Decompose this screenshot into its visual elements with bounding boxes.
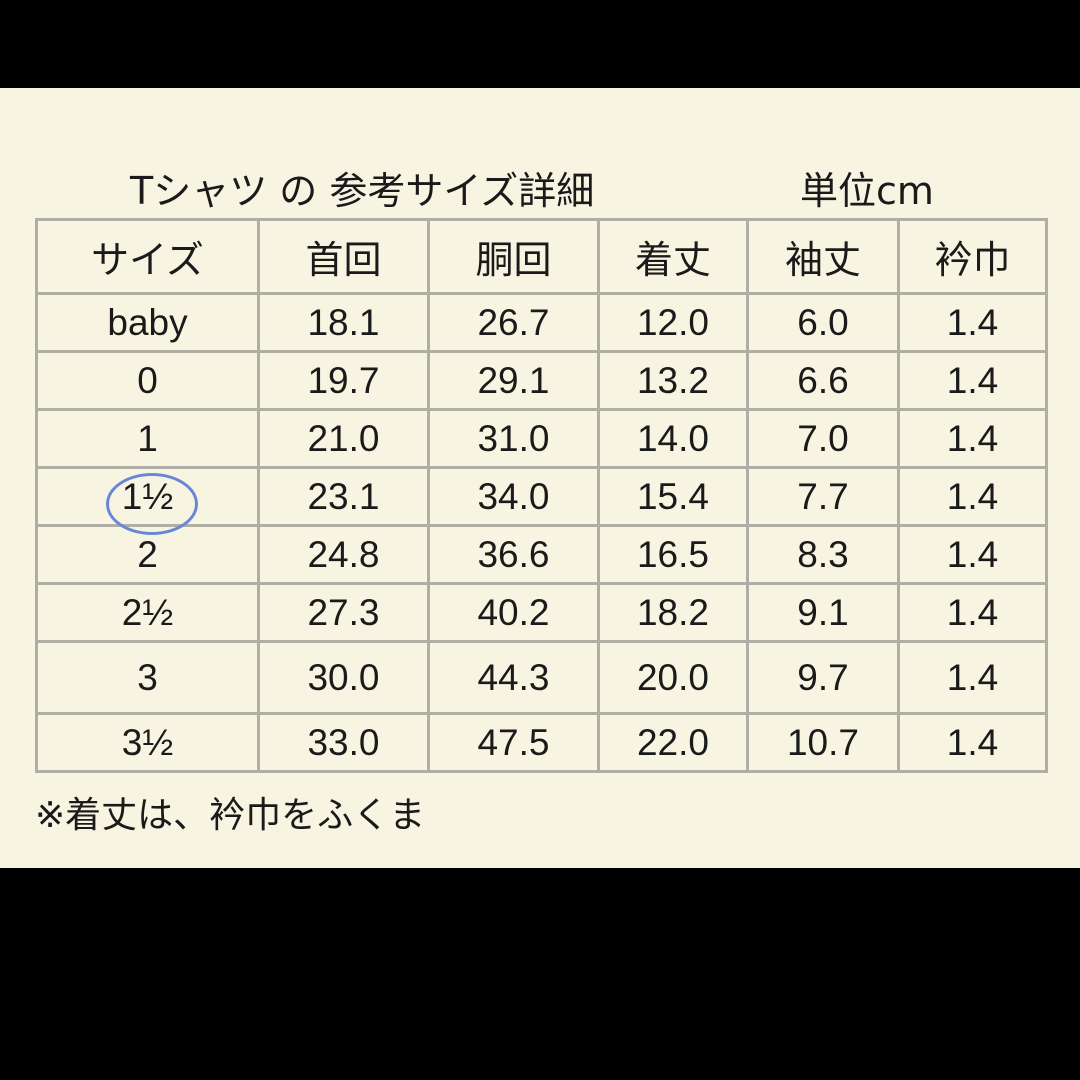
table-cell: 13.2	[597, 350, 749, 411]
table-cell: 1.4	[897, 408, 1048, 469]
column-header: 衿巾	[897, 218, 1048, 295]
chart-title: Tシャツ の 参考サイズ詳細	[130, 169, 595, 213]
table-cell: 44.3	[427, 640, 600, 715]
table-cell: 40.2	[427, 582, 600, 643]
table-cell: 19.7	[257, 350, 430, 411]
table-cell: 15.4	[597, 466, 749, 527]
table-cell: 10.7	[746, 712, 900, 773]
table-cell: 2	[35, 524, 260, 585]
table-cell: 1.4	[897, 292, 1048, 353]
table-cell: 1	[35, 408, 260, 469]
table-cell: 14.0	[597, 408, 749, 469]
table-cell: 8.3	[746, 524, 900, 585]
table-cell: 30.0	[257, 640, 430, 715]
table-cell: 18.2	[597, 582, 749, 643]
table-cell: 7.7	[746, 466, 900, 527]
table-cell: 26.7	[427, 292, 600, 353]
table-row: baby 18.1 26.7 12.0 6.0 1.4	[35, 292, 1048, 353]
table-cell: 12.0	[597, 292, 749, 353]
table-cell: 1½	[35, 466, 260, 527]
table-row: 3 30.0 44.3 20.0 9.7 1.4	[35, 640, 1048, 715]
table-row: 2 24.8 36.6 16.5 8.3 1.4	[35, 524, 1048, 585]
table-cell: 33.0	[257, 712, 430, 773]
table-cell: 24.8	[257, 524, 430, 585]
column-header: サイズ	[35, 218, 260, 295]
table-cell: 22.0	[597, 712, 749, 773]
table-cell: 6.0	[746, 292, 900, 353]
table-row: 2½ 27.3 40.2 18.2 9.1 1.4	[35, 582, 1048, 643]
table-cell: 9.7	[746, 640, 900, 715]
table-cell: 1.4	[897, 582, 1048, 643]
table-cell: 7.0	[746, 408, 900, 469]
table-cell: 18.1	[257, 292, 430, 353]
column-header: 首回	[257, 218, 430, 295]
table-cell: 9.1	[746, 582, 900, 643]
footnote: ※着丈は、衿巾をふくま	[35, 795, 426, 836]
table-cell: 27.3	[257, 582, 430, 643]
size-table: サイズ 首回 胴回 着丈 袖丈 衿巾 baby 18.1 26.7 12.0 6.0 1.4 0 19.7…	[35, 218, 1048, 773]
table-cell: 21.0	[257, 408, 430, 469]
table-cell: 20.0	[597, 640, 749, 715]
table-cell: baby	[35, 292, 260, 353]
table-cell: 0	[35, 350, 260, 411]
table-cell: 3	[35, 640, 260, 715]
table-row: 1 21.0 31.0 14.0 7.0 1.4	[35, 408, 1048, 469]
table-cell: 2½	[35, 582, 260, 643]
table-cell: 34.0	[427, 466, 600, 527]
table-cell: 16.5	[597, 524, 749, 585]
table-cell: 36.6	[427, 524, 600, 585]
table-row: 3½ 33.0 47.5 22.0 10.7 1.4	[35, 712, 1048, 773]
table-cell: 47.5	[427, 712, 600, 773]
table-cell: 1.4	[897, 524, 1048, 585]
table-cell: 31.0	[427, 408, 600, 469]
unit-label: 単位cm	[800, 169, 934, 213]
table-row: 1½ 23.1 34.0 15.4 7.7 1.4	[35, 466, 1048, 527]
column-header: 袖丈	[746, 218, 900, 295]
table-cell: 23.1	[257, 466, 430, 527]
table-cell: 29.1	[427, 350, 600, 411]
table-cell: 1.4	[897, 712, 1048, 773]
table-row: 0 19.7 29.1 13.2 6.6 1.4	[35, 350, 1048, 411]
table-cell: 1.4	[897, 350, 1048, 411]
column-header: 着丈	[597, 218, 749, 295]
column-header: 胴回	[427, 218, 600, 295]
table-cell: 1.4	[897, 640, 1048, 715]
table-cell: 6.6	[746, 350, 900, 411]
table-cell: 3½	[35, 712, 260, 773]
header-row: サイズ 首回 胴回 着丈 袖丈 衿巾	[35, 218, 1048, 295]
table-cell: 1.4	[897, 466, 1048, 527]
